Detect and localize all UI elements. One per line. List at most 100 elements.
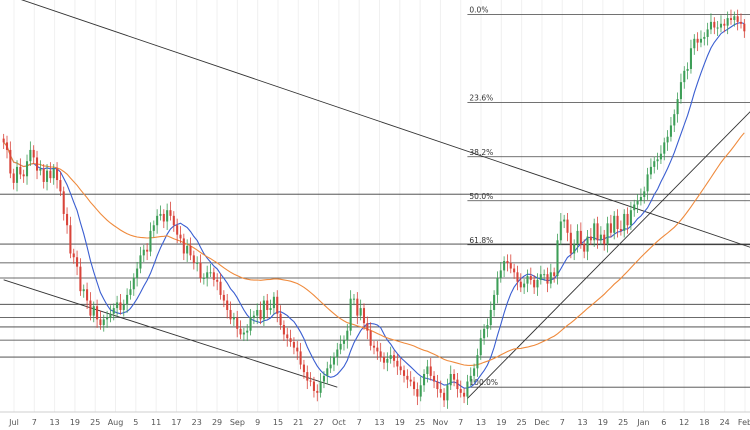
x-tick-label: 25 bbox=[415, 418, 425, 427]
candle-body bbox=[306, 372, 309, 381]
candle-body bbox=[149, 230, 152, 252]
fib-level-label: 61.8% bbox=[469, 236, 493, 245]
x-tick-label: 25 bbox=[90, 418, 100, 427]
candle-body bbox=[239, 328, 242, 335]
candle-body bbox=[119, 302, 122, 310]
candle-body bbox=[319, 381, 322, 393]
candle-body bbox=[709, 21, 713, 30]
x-tick-label: 13 bbox=[374, 418, 384, 427]
candle-body bbox=[139, 255, 142, 269]
candle-body bbox=[352, 298, 356, 300]
candle-body bbox=[166, 210, 169, 222]
candle-body bbox=[222, 294, 225, 301]
candle-body bbox=[189, 245, 192, 256]
candle-body bbox=[346, 330, 349, 341]
candle-body bbox=[262, 300, 265, 320]
x-tick-label: 18 bbox=[699, 418, 709, 427]
candle-body bbox=[509, 262, 512, 269]
candle-body bbox=[673, 114, 676, 126]
candle-body bbox=[526, 276, 529, 284]
x-tick-label: Feb bbox=[738, 418, 750, 427]
candle-body bbox=[703, 36, 706, 39]
candle-body bbox=[102, 319, 105, 326]
candle-body bbox=[279, 313, 282, 326]
candle-body bbox=[52, 168, 55, 179]
candle-body bbox=[199, 262, 202, 278]
candle-body bbox=[519, 281, 522, 288]
candle-body bbox=[129, 289, 132, 295]
candle-body bbox=[453, 373, 456, 380]
trendline bbox=[3, 279, 338, 388]
candle-body bbox=[302, 364, 305, 373]
candle-body bbox=[689, 48, 692, 69]
candle-body bbox=[76, 257, 79, 267]
candle-body bbox=[736, 16, 739, 22]
candle-body bbox=[439, 389, 442, 393]
candle-body bbox=[546, 274, 549, 284]
x-tick-label: 19 bbox=[598, 418, 608, 427]
candle-body bbox=[499, 270, 502, 278]
candle-body bbox=[653, 161, 656, 167]
x-tick-label: 21 bbox=[293, 418, 303, 427]
candle-body bbox=[206, 272, 209, 278]
candle-body bbox=[9, 149, 12, 174]
candle-body bbox=[713, 21, 716, 28]
candle-body bbox=[309, 380, 312, 382]
candle-body bbox=[22, 174, 25, 177]
x-tick-label: 7 bbox=[32, 418, 37, 427]
candle-body bbox=[252, 315, 255, 318]
trendline bbox=[20, 0, 750, 248]
candle-body bbox=[12, 173, 15, 183]
candle-body bbox=[339, 343, 342, 350]
fib-level-label: 38.2% bbox=[469, 148, 493, 157]
candle-body bbox=[566, 219, 569, 233]
candle-body bbox=[593, 223, 596, 241]
candle-body bbox=[246, 330, 249, 333]
candle-body bbox=[232, 317, 235, 320]
candle-body bbox=[109, 313, 112, 318]
candle-body bbox=[116, 302, 119, 309]
candle-body bbox=[649, 166, 652, 175]
candle-body bbox=[269, 308, 272, 310]
trendline bbox=[467, 111, 750, 399]
candle-body bbox=[413, 381, 416, 390]
candle-body bbox=[399, 366, 402, 371]
candle-body bbox=[643, 191, 646, 197]
candle-body bbox=[2, 138, 5, 143]
candle-body bbox=[659, 153, 662, 160]
candle-body bbox=[362, 308, 366, 324]
candle-body bbox=[706, 29, 709, 37]
x-tick-label: 15 bbox=[273, 418, 283, 427]
x-tick-label: 17 bbox=[171, 418, 181, 427]
moving-average-line bbox=[3, 132, 745, 366]
x-tick-label: Aug bbox=[108, 418, 124, 427]
candle-body bbox=[686, 68, 689, 71]
x-tick-label: 11 bbox=[151, 418, 161, 427]
x-tick-label: 27 bbox=[313, 418, 323, 427]
candle-body bbox=[613, 215, 616, 233]
x-tick-label: 23 bbox=[192, 418, 202, 427]
candle-body bbox=[25, 161, 29, 177]
candle-body bbox=[46, 170, 49, 182]
candle-body bbox=[449, 373, 452, 386]
candle-body bbox=[663, 142, 666, 154]
candle-body bbox=[406, 375, 409, 380]
candle-body bbox=[606, 223, 609, 245]
candle-body bbox=[132, 277, 135, 290]
candle-body bbox=[739, 21, 743, 24]
candle-body bbox=[539, 274, 542, 280]
candle-body bbox=[573, 244, 576, 254]
candle-body bbox=[543, 274, 546, 276]
candle-body bbox=[423, 373, 426, 386]
candle-body bbox=[536, 279, 539, 288]
x-tick-label: 19 bbox=[395, 418, 405, 427]
candle-body bbox=[256, 309, 259, 316]
candle-body bbox=[152, 225, 155, 231]
candle-body bbox=[476, 355, 479, 369]
fib-level-label: 0.0% bbox=[469, 5, 488, 14]
candle-body bbox=[623, 213, 626, 231]
candle-body bbox=[579, 230, 582, 245]
candle-body bbox=[679, 82, 682, 100]
